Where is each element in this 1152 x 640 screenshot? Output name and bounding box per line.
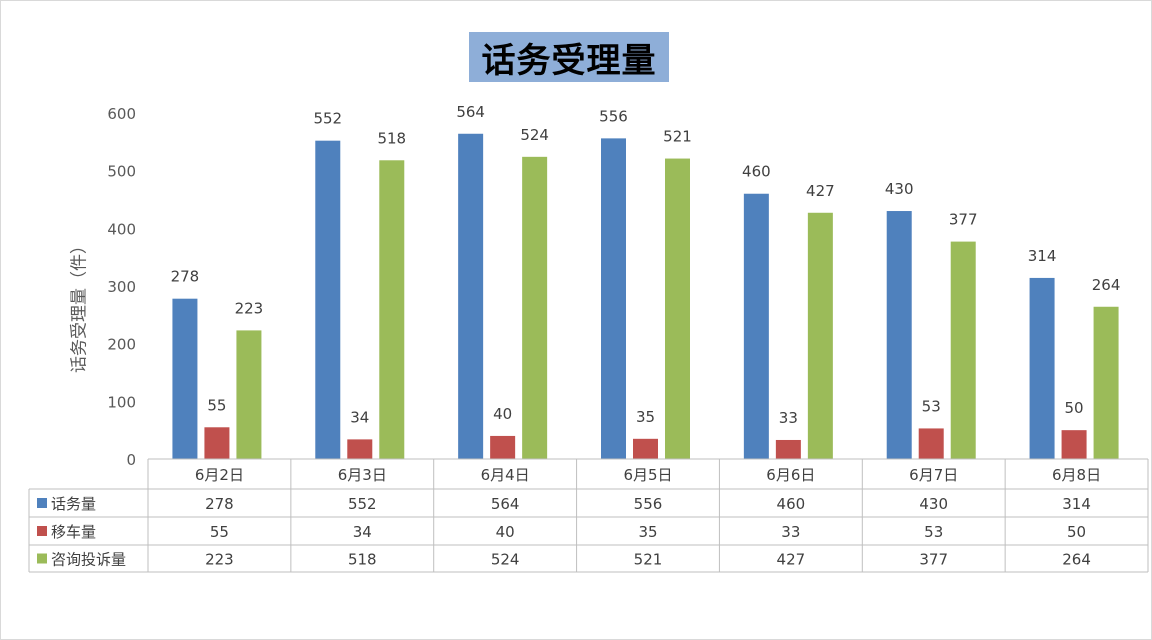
table-cell: 55 <box>210 523 229 541</box>
x-category-label: 6月4日 <box>481 466 530 484</box>
bar <box>633 438 658 459</box>
data-label: 430 <box>885 180 914 198</box>
table-cell: 40 <box>496 523 515 541</box>
table-cell: 264 <box>1062 551 1091 569</box>
bar <box>236 330 262 459</box>
chart-title-box: 话务受理量 <box>469 32 669 82</box>
data-label: 521 <box>663 128 692 146</box>
data-label: 223 <box>235 299 264 317</box>
x-category-label: 6月7日 <box>909 466 958 484</box>
table-cell: 521 <box>634 551 663 569</box>
y-tick-label: 300 <box>107 278 136 296</box>
data-label: 278 <box>171 268 200 286</box>
x-category-label: 6月2日 <box>195 466 244 484</box>
bar <box>1061 430 1087 459</box>
table-cell: 377 <box>919 551 948 569</box>
bar <box>172 298 198 459</box>
legend-key <box>37 553 47 564</box>
bar <box>458 133 484 459</box>
table-cell: 430 <box>919 495 948 513</box>
legend-label: 话务量 <box>51 495 96 513</box>
data-label: 524 <box>520 126 549 144</box>
x-category-label: 6月3日 <box>338 466 387 484</box>
bar <box>379 160 405 459</box>
table-cell: 524 <box>491 551 520 569</box>
bar <box>886 211 912 459</box>
legend-label: 咨询投诉量 <box>51 551 126 569</box>
bar <box>918 428 944 459</box>
y-tick-label: 500 <box>107 163 136 181</box>
table-cell: 427 <box>777 551 806 569</box>
table-cell: 34 <box>353 523 372 541</box>
y-tick-label: 200 <box>107 336 136 354</box>
table-cell: 552 <box>348 495 377 513</box>
bar <box>601 138 626 459</box>
legend-key <box>37 526 47 536</box>
data-label: 564 <box>456 103 485 121</box>
data-label: 552 <box>313 110 342 128</box>
table-cell: 35 <box>638 523 657 541</box>
data-label: 518 <box>377 129 406 147</box>
bar <box>347 439 373 459</box>
data-label: 35 <box>636 408 655 426</box>
bar <box>775 439 801 459</box>
data-label: 50 <box>1065 399 1084 417</box>
data-label: 460 <box>742 163 771 181</box>
bar <box>1029 277 1055 459</box>
data-label: 55 <box>207 396 226 414</box>
bar <box>1093 306 1119 459</box>
data-label: 53 <box>922 397 941 415</box>
data-label: 40 <box>493 405 512 423</box>
data-label: 34 <box>350 408 369 426</box>
bar <box>950 241 976 459</box>
data-label: 427 <box>806 182 835 200</box>
bar <box>665 158 690 459</box>
data-label: 33 <box>779 409 798 427</box>
data-label: 377 <box>949 211 978 229</box>
bar <box>490 435 516 459</box>
table-cell: 314 <box>1062 495 1091 513</box>
data-label: 264 <box>1092 276 1121 294</box>
x-category-label: 6月5日 <box>623 466 672 484</box>
x-category-label: 6月6日 <box>766 466 815 484</box>
table-cell: 556 <box>634 495 663 513</box>
bar <box>522 156 548 459</box>
table-cell: 564 <box>491 495 520 513</box>
table-cell: 518 <box>348 551 377 569</box>
table-cell: 33 <box>781 523 800 541</box>
table-cell: 460 <box>777 495 806 513</box>
table-cell: 50 <box>1067 523 1086 541</box>
y-tick-label: 100 <box>107 393 136 411</box>
x-category-label: 6月8日 <box>1052 466 1101 484</box>
table-cell: 223 <box>205 551 234 569</box>
chart-title: 话务受理量 <box>481 40 657 81</box>
legend-key <box>37 498 47 508</box>
table-cell: 278 <box>205 495 234 513</box>
bar <box>743 193 769 459</box>
bar <box>807 212 833 459</box>
y-tick-label: 400 <box>107 220 136 238</box>
data-label: 314 <box>1028 247 1057 265</box>
table-cell: 53 <box>924 523 943 541</box>
legend-label: 移车量 <box>51 523 96 541</box>
data-label: 556 <box>599 107 628 125</box>
y-tick-label: 0 <box>126 451 136 469</box>
y-tick-label: 600 <box>107 105 136 123</box>
bar <box>315 140 341 459</box>
bar <box>204 427 230 459</box>
